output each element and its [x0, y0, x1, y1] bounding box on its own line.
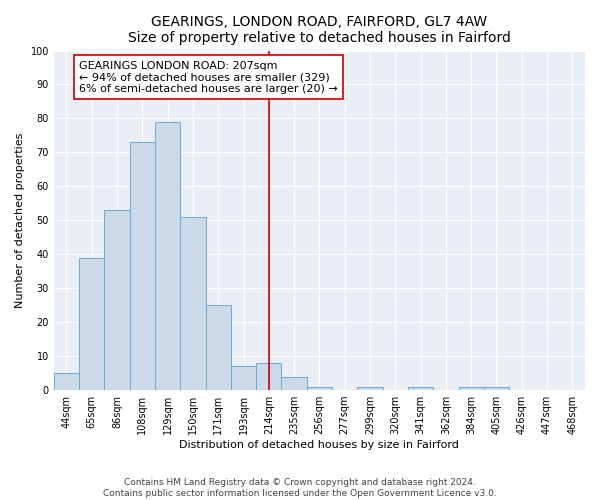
Bar — [54, 373, 79, 390]
Bar — [130, 142, 155, 390]
Bar — [458, 386, 484, 390]
Bar — [256, 363, 281, 390]
Text: Contains HM Land Registry data © Crown copyright and database right 2024.
Contai: Contains HM Land Registry data © Crown c… — [103, 478, 497, 498]
Y-axis label: Number of detached properties: Number of detached properties — [15, 132, 25, 308]
Bar — [408, 386, 433, 390]
Text: GEARINGS LONDON ROAD: 207sqm
← 94% of detached houses are smaller (329)
6% of se: GEARINGS LONDON ROAD: 207sqm ← 94% of de… — [79, 60, 338, 94]
Bar — [206, 305, 231, 390]
Title: GEARINGS, LONDON ROAD, FAIRFORD, GL7 4AW
Size of property relative to detached h: GEARINGS, LONDON ROAD, FAIRFORD, GL7 4AW… — [128, 15, 511, 45]
Bar — [104, 210, 130, 390]
Bar — [79, 258, 104, 390]
Bar — [180, 217, 206, 390]
Bar — [484, 386, 509, 390]
Bar — [231, 366, 256, 390]
Bar — [155, 122, 180, 390]
Bar — [307, 386, 332, 390]
X-axis label: Distribution of detached houses by size in Fairford: Distribution of detached houses by size … — [179, 440, 460, 450]
Bar — [358, 386, 383, 390]
Bar — [281, 376, 307, 390]
